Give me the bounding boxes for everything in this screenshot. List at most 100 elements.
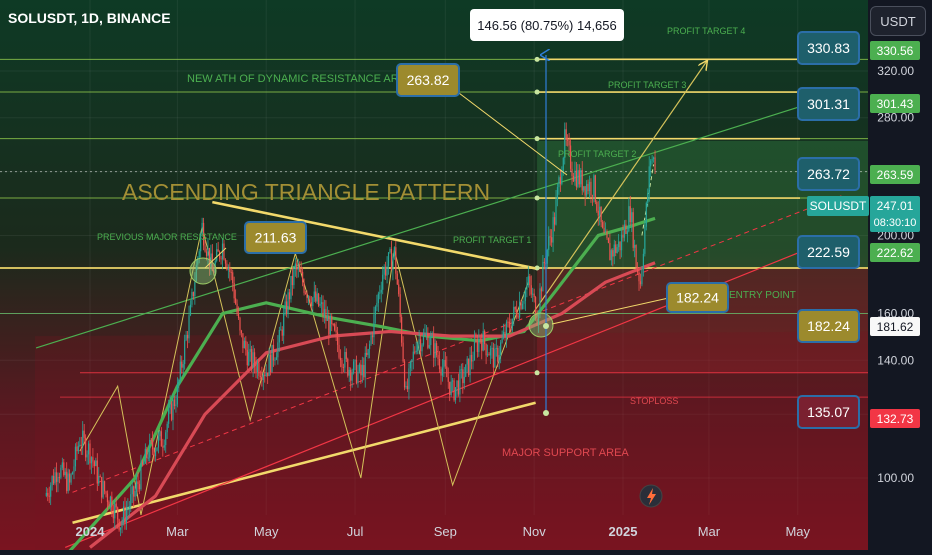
candle-body bbox=[620, 234, 623, 251]
candle-body bbox=[414, 351, 416, 353]
candle-body bbox=[596, 202, 598, 211]
candle-body bbox=[590, 181, 592, 196]
candle-body bbox=[219, 251, 221, 259]
level-box bbox=[797, 87, 860, 121]
breakout-highlight bbox=[528, 312, 554, 338]
candle-body bbox=[264, 374, 266, 376]
moving-average bbox=[89, 261, 656, 549]
candle-body bbox=[505, 321, 508, 338]
candle-body bbox=[574, 170, 576, 182]
candle-body bbox=[239, 317, 241, 331]
candle-body bbox=[172, 399, 174, 420]
candle-body bbox=[645, 202, 647, 227]
candle-body bbox=[274, 359, 276, 361]
axis-level-badge bbox=[870, 317, 920, 336]
candle-body bbox=[494, 348, 496, 368]
profit-target-label: PROFIT TARGET 1 bbox=[453, 235, 531, 245]
candle-body bbox=[371, 335, 374, 338]
candle-body bbox=[559, 177, 561, 185]
candle-body bbox=[530, 285, 532, 295]
candle-body bbox=[606, 231, 608, 239]
candle-body bbox=[555, 199, 557, 225]
candle-body bbox=[344, 352, 346, 368]
candle-body bbox=[535, 297, 537, 320]
candle-body bbox=[486, 354, 489, 356]
candle-body bbox=[80, 444, 82, 446]
candle-body bbox=[529, 276, 531, 286]
candle-body bbox=[647, 193, 649, 203]
candle-body bbox=[258, 362, 260, 376]
candle-body bbox=[567, 139, 569, 141]
candle-body bbox=[52, 476, 55, 484]
candle-body bbox=[48, 495, 50, 497]
candle-body bbox=[460, 369, 462, 371]
entry-point-note: ENTRY POINT bbox=[729, 290, 796, 301]
candle-body bbox=[294, 263, 296, 269]
price-callout bbox=[244, 221, 307, 254]
candle-body bbox=[275, 357, 278, 360]
candle-body bbox=[220, 258, 222, 260]
candle-body bbox=[454, 387, 457, 401]
candle-body bbox=[236, 303, 238, 314]
candle-body bbox=[348, 369, 350, 376]
resistance-highlight bbox=[189, 257, 217, 285]
candle-body bbox=[626, 231, 628, 234]
candle-body bbox=[149, 439, 151, 458]
candle-body bbox=[181, 361, 183, 368]
candle-body bbox=[122, 506, 125, 522]
candle-body bbox=[334, 324, 336, 331]
candle-body bbox=[154, 450, 157, 457]
candle-body bbox=[385, 266, 387, 276]
symbol-badge bbox=[807, 196, 869, 216]
candle-body bbox=[51, 476, 53, 486]
candle-body bbox=[262, 374, 264, 380]
candle-body bbox=[331, 316, 333, 325]
channel-mid-dashed bbox=[72, 195, 842, 493]
candle-body bbox=[201, 222, 203, 235]
candle-body bbox=[249, 349, 251, 352]
candle-body bbox=[272, 344, 275, 361]
level-dot bbox=[534, 265, 540, 271]
candle-body bbox=[131, 486, 133, 495]
candle-body bbox=[497, 347, 499, 362]
level-box bbox=[797, 31, 860, 65]
candle-body bbox=[526, 284, 528, 290]
candle-body bbox=[267, 372, 269, 377]
last-price-value: 247.01 bbox=[877, 199, 914, 213]
candle-body bbox=[83, 430, 85, 438]
candle-body bbox=[363, 365, 365, 378]
candle-body bbox=[307, 296, 310, 298]
candle-body bbox=[561, 172, 563, 185]
candle-body bbox=[376, 303, 378, 307]
axis-level-badge-text: 181.62 bbox=[877, 320, 914, 334]
candle-body bbox=[636, 267, 639, 273]
candle-body bbox=[320, 302, 323, 304]
candle-body bbox=[577, 170, 579, 187]
candle-body bbox=[316, 293, 318, 302]
candle-body bbox=[144, 448, 146, 464]
candle-body bbox=[369, 344, 371, 350]
time-tick-label: Sep bbox=[434, 524, 457, 539]
candle-body bbox=[438, 358, 441, 370]
candle-body bbox=[265, 372, 267, 376]
candle-body bbox=[152, 440, 154, 450]
stoploss-label: STOPLOSS bbox=[630, 396, 678, 406]
candle-body bbox=[373, 314, 375, 338]
profit-target-label: PROFIT TARGET 2 bbox=[558, 149, 636, 159]
candle-body bbox=[542, 261, 544, 292]
candle-body bbox=[237, 313, 240, 318]
candle-body bbox=[405, 386, 407, 388]
candle-body bbox=[446, 366, 448, 378]
pattern-wave bbox=[79, 226, 529, 515]
time-tick-label: May bbox=[785, 524, 810, 539]
candle-body bbox=[178, 379, 180, 385]
candle-body bbox=[507, 321, 509, 323]
candle-body bbox=[73, 466, 75, 473]
candle-body bbox=[157, 436, 160, 448]
currency-selector[interactable]: USDT bbox=[870, 6, 926, 36]
candle-body bbox=[175, 404, 177, 407]
candle-body bbox=[243, 340, 245, 349]
candle-body bbox=[392, 256, 394, 271]
candle-body bbox=[89, 443, 91, 464]
